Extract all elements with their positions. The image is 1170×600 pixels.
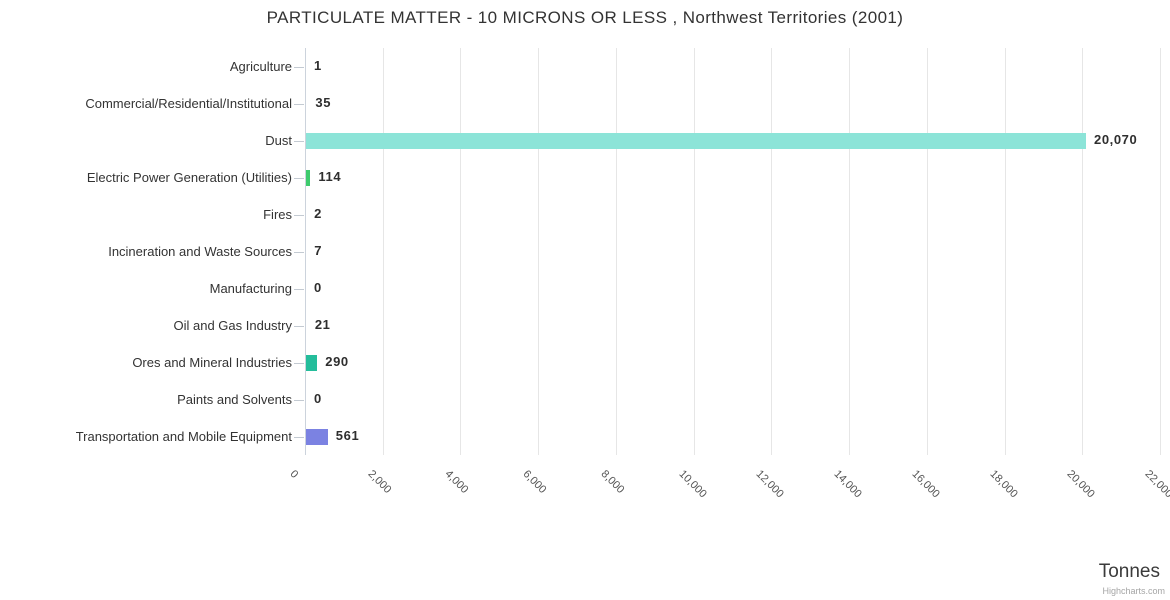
y-axis-tick [294,251,304,253]
y-axis-tick [294,140,304,142]
value-label: 7 [314,242,323,258]
y-axis-line [305,48,306,455]
x-axis-tick-label: 16,000 [909,468,942,501]
chart-title: PARTICULATE MATTER - 10 MICRONS OR LESS … [266,8,904,27]
y-axis-tick [294,325,304,327]
category-label: Commercial/Residential/Institutional [85,96,292,111]
y-axis-tick [294,288,304,290]
x-axis-tick-label: 22,000 [1142,468,1170,501]
y-axis-tick [294,399,304,401]
bar-ores-and-mineral-industries[interactable] [306,354,318,371]
gridline [849,48,851,455]
y-axis-tick [294,177,304,179]
gridline [538,48,540,455]
gridline [1082,48,1084,455]
y-axis-tick [294,362,304,364]
value-label: 20,070 [1093,131,1138,147]
y-axis-tick [294,66,304,68]
highcharts-credit-link[interactable]: Highcharts.com [1102,586,1165,596]
category-label: Oil and Gas Industry [173,318,293,333]
category-label: Manufacturing [209,281,292,296]
category-label: Fires [263,207,292,222]
gridline [1004,48,1006,455]
value-label: 290 [325,353,349,369]
gridline [1160,48,1161,455]
value-label: 21 [314,316,331,332]
x-axis-tick-label: 12,000 [753,468,787,501]
x-axis-tick-label: 0 [287,468,301,481]
gridline [382,48,384,455]
value-label: 561 [335,427,360,443]
value-label: 0 [314,390,322,406]
value-label: 2 [314,205,322,221]
bar-transportation-and-mobile-equipment[interactable] [306,428,328,445]
bar-electric-power-generation-utilities[interactable] [306,169,311,186]
value-label: 35 [315,94,332,110]
y-axis-tick [294,103,304,105]
gridline [460,48,462,455]
category-label: Dust [265,133,292,148]
bar-dust[interactable] [306,132,1086,149]
x-axis-tick-label: 10,000 [676,468,709,501]
category-label: Electric Power Generation (Utilities) [86,170,292,185]
x-axis-tick-label: 8,000 [598,468,627,496]
x-axis-tick-label: 20,000 [1064,468,1098,501]
gridline [771,48,773,455]
category-label: Ores and Mineral Industries [132,355,292,370]
category-label: Transportation and Mobile Equipment [75,429,292,444]
value-label: 1 [314,57,322,73]
x-axis-tick-label: 4,000 [442,468,471,496]
x-axis-tick-label: 6,000 [520,468,549,496]
value-label: 0 [314,279,322,295]
gridline [693,48,695,455]
category-label: Incineration and Waste Sources [108,244,292,259]
x-axis-title: Tonnes [1098,561,1160,582]
gridline [615,48,617,455]
x-axis-tick-label: 18,000 [987,468,1020,501]
gridline [926,48,928,455]
value-label: 114 [318,168,342,184]
x-axis-tick-label: 14,000 [831,468,864,501]
category-label: Agriculture [229,59,292,74]
y-axis-tick [294,436,304,438]
y-axis-tick [294,214,304,216]
x-axis-tick-label: 2,000 [365,468,394,496]
category-label: Paints and Solvents [177,392,292,407]
